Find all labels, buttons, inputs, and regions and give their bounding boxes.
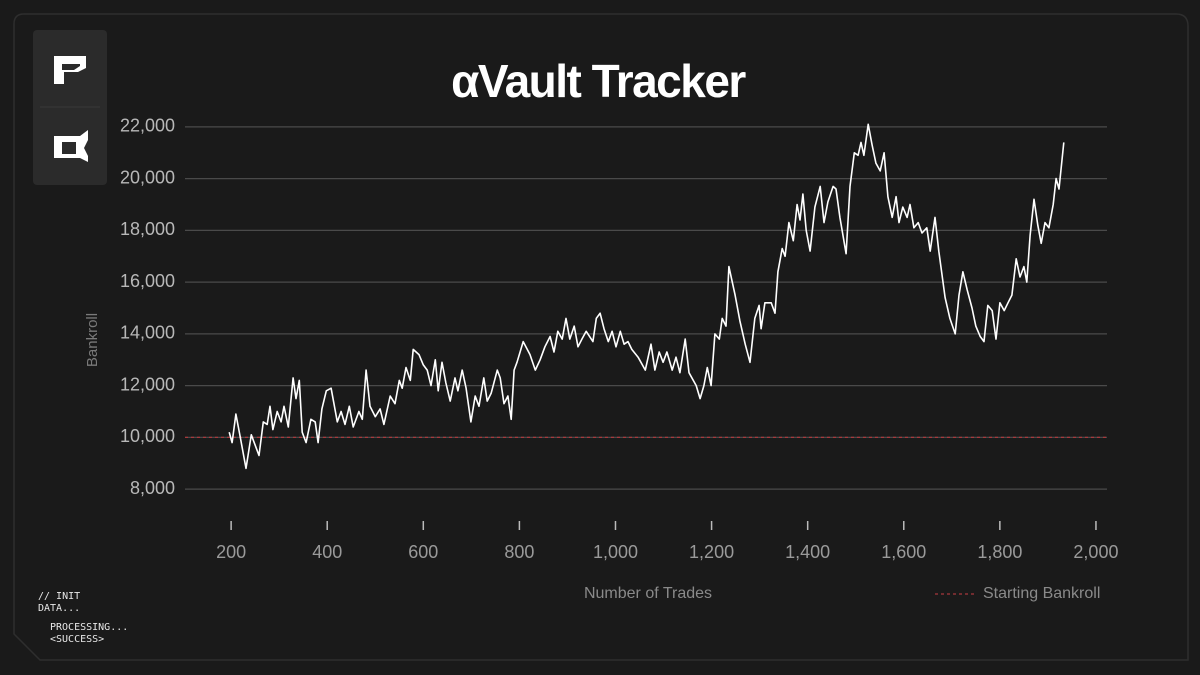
x-tick-label: 400 xyxy=(312,542,342,562)
y-tick-label: 14,000 xyxy=(120,323,175,343)
legend-label: Starting Bankroll xyxy=(983,585,1100,602)
chart-title: αVault Tracker xyxy=(451,55,746,107)
y-axis-label: Bankroll xyxy=(84,313,101,367)
y-tick-label: 18,000 xyxy=(120,219,175,239)
y-tick-label: 8,000 xyxy=(130,478,175,498)
x-tick-label: 1,000 xyxy=(593,542,638,562)
alpha-icon xyxy=(54,130,88,162)
frame xyxy=(13,13,1189,661)
y-tick-label: 22,000 xyxy=(120,116,175,136)
data-line xyxy=(228,123,1065,470)
x-tick-label: 1,600 xyxy=(881,542,926,562)
y-tick-label: 12,000 xyxy=(120,374,175,394)
console-line: <SUCCESS> xyxy=(50,634,104,645)
x-tick-label: 1,400 xyxy=(785,542,830,562)
y-tick-label: 20,000 xyxy=(120,167,175,187)
logo-icon xyxy=(54,56,86,84)
y-tick-label: 16,000 xyxy=(120,271,175,291)
console-line: // INIT xyxy=(38,591,80,602)
x-tick-label: 800 xyxy=(504,542,534,562)
x-tick-label: 2,000 xyxy=(1073,542,1118,562)
x-tick-label: 1,800 xyxy=(977,542,1022,562)
x-tick-label: 200 xyxy=(216,542,246,562)
y-tick-label: 10,000 xyxy=(120,426,175,446)
console-line: PROCESSING... xyxy=(50,622,128,633)
x-axis-label: Number of Trades xyxy=(584,585,712,602)
x-tick-label: 1,200 xyxy=(689,542,734,562)
console-line: DATA... xyxy=(38,603,80,614)
x-tick-label: 600 xyxy=(408,542,438,562)
